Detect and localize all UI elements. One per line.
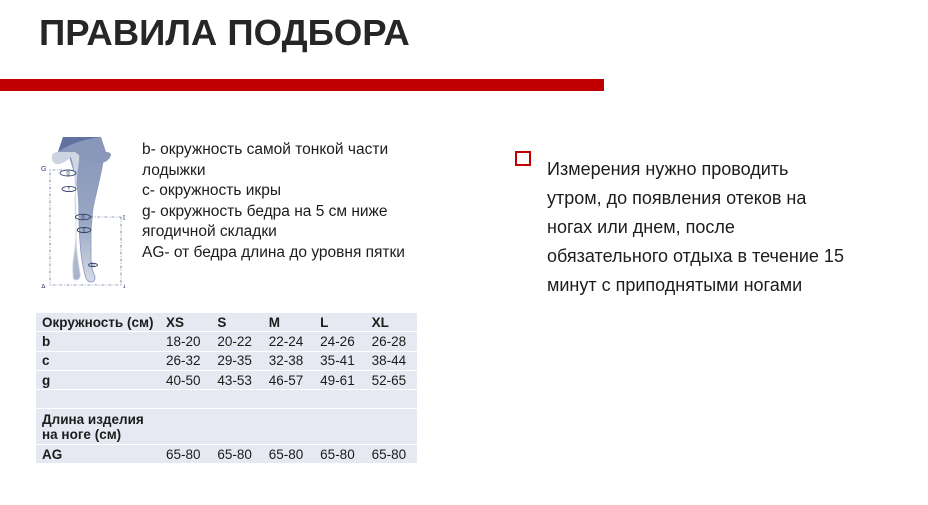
svg-text:c: c <box>83 228 86 234</box>
svg-text:D: D <box>123 215 125 222</box>
svg-text:g: g <box>66 171 69 177</box>
svg-text:d: d <box>81 215 84 221</box>
svg-text:G: G <box>41 166 46 173</box>
svg-text:A: A <box>41 284 46 288</box>
svg-text:A: A <box>123 284 125 288</box>
